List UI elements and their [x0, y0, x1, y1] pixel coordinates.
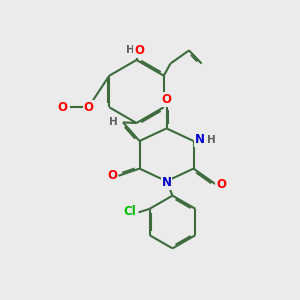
Text: O: O [134, 44, 144, 58]
Text: O: O [161, 93, 172, 106]
Text: O: O [83, 100, 94, 114]
Text: O: O [57, 100, 67, 114]
Text: H: H [125, 45, 134, 56]
Text: N: N [195, 133, 205, 146]
Text: O: O [107, 169, 117, 182]
Text: N: N [161, 176, 172, 190]
Text: H: H [109, 117, 118, 127]
Text: H: H [206, 135, 215, 145]
Text: Cl: Cl [124, 205, 136, 218]
Text: O: O [216, 178, 226, 191]
